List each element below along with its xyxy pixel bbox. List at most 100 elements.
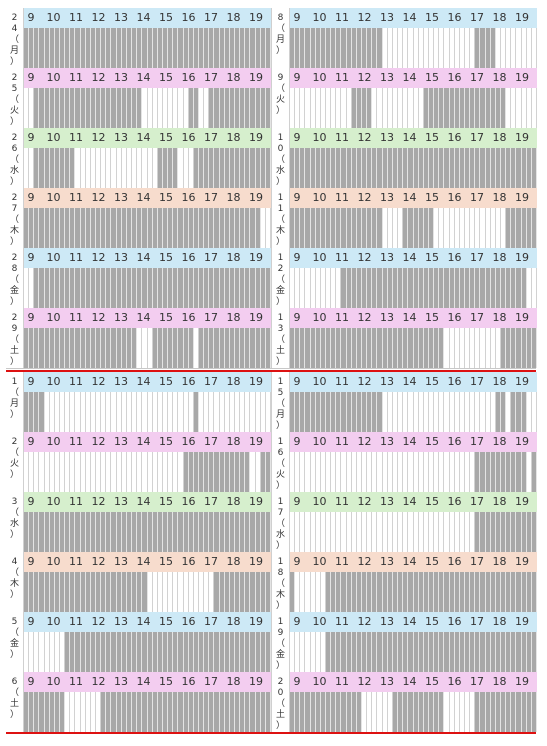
time-slot-free[interactable]	[418, 512, 424, 552]
time-slot-booked[interactable]	[126, 208, 133, 248]
time-slot-booked[interactable]	[490, 28, 496, 68]
time-slot-booked[interactable]	[168, 268, 174, 308]
time-slot-free[interactable]	[173, 572, 179, 612]
time-slot-free[interactable]	[310, 88, 316, 128]
time-slot-free[interactable]	[162, 452, 169, 492]
time-slot-booked[interactable]	[398, 148, 404, 188]
time-slot-booked[interactable]	[367, 148, 373, 188]
time-slot-free[interactable]	[178, 452, 184, 492]
time-slot-booked[interactable]	[341, 632, 347, 672]
time-slot-booked[interactable]	[214, 452, 220, 492]
time-slot-booked[interactable]	[229, 512, 235, 552]
time-slot-booked[interactable]	[234, 148, 241, 188]
time-slot-booked[interactable]	[475, 572, 481, 612]
time-slot-free[interactable]	[234, 392, 241, 432]
time-slot-booked[interactable]	[80, 632, 86, 672]
time-slot-booked[interactable]	[152, 692, 158, 732]
time-slot-booked[interactable]	[96, 208, 102, 248]
time-slot-free[interactable]	[367, 452, 373, 492]
time-slot-booked[interactable]	[183, 692, 189, 732]
time-slot-booked[interactable]	[521, 572, 527, 612]
time-slot-booked[interactable]	[162, 28, 169, 68]
time-slot-booked[interactable]	[495, 632, 501, 672]
time-slot-free[interactable]	[392, 512, 399, 552]
time-slot-free[interactable]	[377, 692, 383, 732]
time-slot-booked[interactable]	[310, 148, 316, 188]
time-slot-booked[interactable]	[315, 328, 321, 368]
time-slot-booked[interactable]	[459, 268, 465, 308]
time-slot-free[interactable]	[29, 148, 35, 188]
time-slot-free[interactable]	[65, 392, 71, 432]
time-slot-booked[interactable]	[331, 28, 337, 68]
time-slot-booked[interactable]	[209, 28, 215, 68]
time-slot-booked[interactable]	[377, 148, 383, 188]
time-slot-free[interactable]	[142, 452, 148, 492]
time-slot-booked[interactable]	[132, 88, 138, 128]
time-slot-free[interactable]	[434, 28, 440, 68]
time-slot-free[interactable]	[183, 148, 189, 188]
time-slot-booked[interactable]	[65, 208, 71, 248]
time-slot-booked[interactable]	[398, 632, 404, 672]
time-slot-booked[interactable]	[500, 268, 507, 308]
time-slot-booked[interactable]	[459, 632, 465, 672]
time-slot-booked[interactable]	[326, 572, 332, 612]
time-slot-free[interactable]	[229, 392, 235, 432]
time-slot-booked[interactable]	[44, 28, 50, 68]
time-slot-booked[interactable]	[29, 692, 35, 732]
time-slot-booked[interactable]	[310, 692, 316, 732]
time-slot-booked[interactable]	[121, 572, 127, 612]
time-slot-free[interactable]	[444, 28, 450, 68]
time-slot-booked[interactable]	[315, 208, 321, 248]
time-slot-booked[interactable]	[101, 208, 107, 248]
time-slot-free[interactable]	[178, 148, 184, 188]
time-slot-booked[interactable]	[336, 632, 342, 672]
time-slot-free[interactable]	[485, 208, 491, 248]
time-slot-booked[interactable]	[209, 632, 215, 672]
time-slot-booked[interactable]	[372, 268, 378, 308]
time-slot-booked[interactable]	[464, 88, 471, 128]
time-slot-booked[interactable]	[54, 208, 61, 248]
time-slot-booked[interactable]	[372, 328, 378, 368]
time-slot-booked[interactable]	[511, 392, 517, 432]
time-slot-free[interactable]	[255, 452, 261, 492]
time-slot-free[interactable]	[152, 452, 158, 492]
time-slot-booked[interactable]	[506, 328, 512, 368]
time-slot-booked[interactable]	[300, 328, 306, 368]
time-slot-free[interactable]	[290, 632, 296, 672]
time-slot-booked[interactable]	[214, 692, 220, 732]
time-slot-free[interactable]	[152, 572, 158, 612]
time-slot-booked[interactable]	[444, 148, 450, 188]
time-slot-booked[interactable]	[434, 632, 440, 672]
time-slot-free[interactable]	[434, 452, 440, 492]
time-slot-booked[interactable]	[326, 692, 332, 732]
time-slot-free[interactable]	[413, 88, 419, 128]
time-slot-booked[interactable]	[255, 692, 261, 732]
time-slot-booked[interactable]	[44, 572, 50, 612]
time-slot-free[interactable]	[137, 328, 143, 368]
time-slot-booked[interactable]	[193, 692, 199, 732]
time-slot-booked[interactable]	[116, 692, 122, 732]
time-slot-booked[interactable]	[260, 148, 266, 188]
time-slot-booked[interactable]	[331, 572, 337, 612]
time-slot-booked[interactable]	[346, 268, 352, 308]
time-slot-booked[interactable]	[34, 512, 40, 552]
time-slot-booked[interactable]	[111, 88, 117, 128]
time-slot-booked[interactable]	[428, 148, 435, 188]
time-slot-booked[interactable]	[85, 512, 91, 552]
time-slot-booked[interactable]	[193, 28, 199, 68]
time-slot-free[interactable]	[408, 452, 414, 492]
time-slot-booked[interactable]	[234, 692, 241, 732]
time-slot-booked[interactable]	[54, 88, 61, 128]
time-slot-booked[interactable]	[70, 88, 76, 128]
time-slot-booked[interactable]	[423, 88, 429, 128]
time-slot-booked[interactable]	[413, 572, 419, 612]
time-slot-booked[interactable]	[54, 148, 61, 188]
time-slot-booked[interactable]	[24, 28, 30, 68]
time-slot-booked[interactable]	[521, 512, 527, 552]
time-slot-booked[interactable]	[255, 632, 261, 672]
time-slot-free[interactable]	[183, 88, 189, 128]
time-slot-booked[interactable]	[423, 632, 429, 672]
time-slot-booked[interactable]	[224, 632, 230, 672]
time-slot-booked[interactable]	[90, 88, 97, 128]
time-slot-free[interactable]	[157, 452, 163, 492]
